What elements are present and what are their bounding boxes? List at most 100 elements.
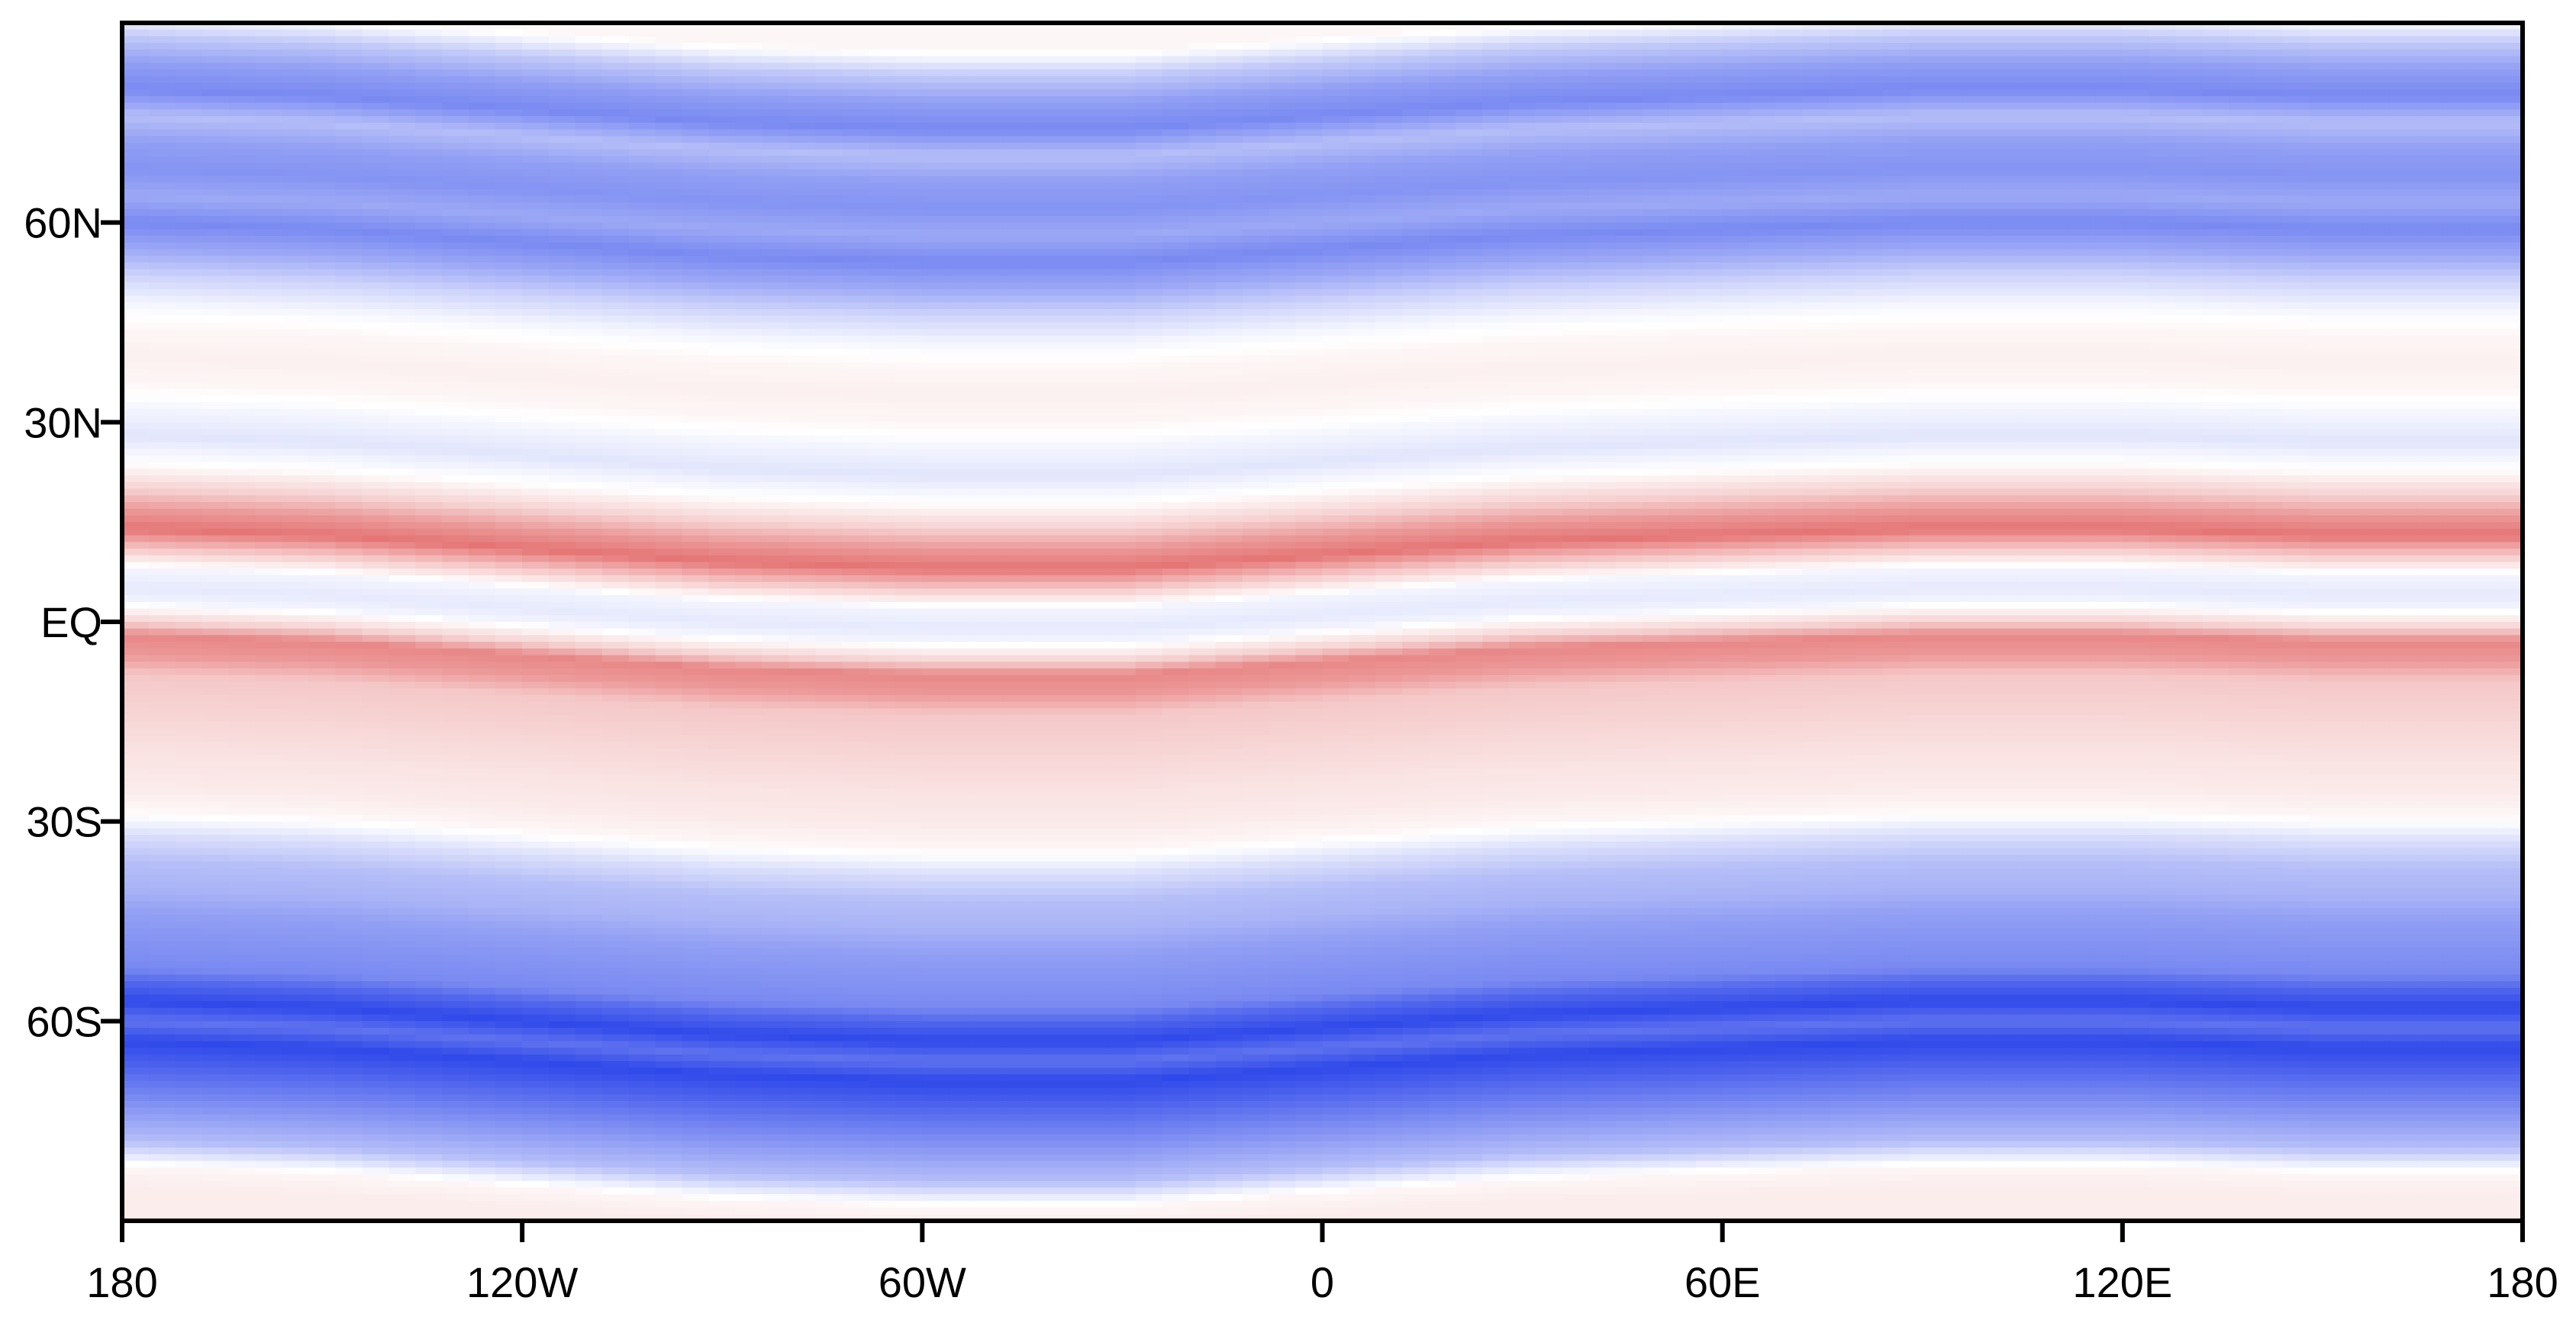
field-cell	[628, 522, 656, 530]
field-cell	[815, 295, 843, 304]
field-cell	[202, 568, 230, 576]
field-cell	[442, 209, 470, 217]
field-cell	[575, 95, 603, 104]
field-cell	[308, 1187, 337, 1195]
field-cell	[842, 928, 870, 935]
field-cell	[202, 668, 230, 676]
field-cell	[255, 549, 283, 556]
field-cell	[282, 23, 310, 31]
field-cell	[282, 648, 310, 656]
field-cell	[628, 95, 656, 104]
field-cell	[575, 29, 603, 37]
field-cell	[175, 1094, 203, 1102]
field-cell	[148, 934, 176, 942]
field-cell	[469, 728, 497, 736]
field-cell	[335, 908, 363, 916]
field-cell	[202, 309, 230, 317]
field-cell	[308, 43, 337, 50]
field-cell	[682, 794, 710, 803]
field-cell	[362, 987, 390, 996]
field-cell	[655, 195, 683, 204]
field-cell	[362, 56, 390, 64]
field-cell	[842, 415, 870, 423]
field-cell	[255, 588, 283, 596]
field-cell	[255, 542, 283, 549]
field-cell	[735, 395, 763, 403]
field-cell	[415, 1087, 443, 1096]
field-cell	[682, 1101, 710, 1109]
field-cell	[175, 43, 203, 50]
field-cell	[362, 481, 390, 490]
field-cell	[628, 1021, 656, 1029]
field-cell	[282, 1101, 310, 1109]
field-cell	[842, 655, 870, 663]
field-cell	[469, 808, 497, 816]
field-cell	[815, 23, 843, 31]
field-cell	[255, 794, 283, 803]
field-cell	[282, 175, 310, 184]
field-cell	[282, 701, 310, 710]
field-cell	[495, 249, 523, 257]
field-cell	[682, 209, 710, 217]
field-cell	[495, 369, 523, 377]
field-cell	[469, 1001, 497, 1009]
field-cell	[282, 987, 310, 996]
field-cell	[228, 481, 256, 490]
field-cell	[122, 728, 150, 736]
field-cell	[682, 735, 710, 742]
field-cell	[682, 49, 710, 57]
field-cell	[522, 701, 550, 710]
field-cell	[362, 628, 390, 636]
field-cell	[815, 755, 843, 762]
field-cell	[282, 515, 310, 523]
field-cell	[762, 63, 790, 70]
field-cell	[549, 229, 576, 237]
field-cell	[655, 768, 683, 776]
field-cell	[388, 701, 417, 710]
field-cell	[522, 429, 550, 436]
field-cell	[388, 1114, 417, 1122]
field-cell	[148, 921, 176, 929]
field-cell	[388, 955, 417, 962]
field-cell	[335, 442, 363, 450]
field-cell	[682, 761, 710, 769]
field-cell	[655, 681, 683, 690]
field-cell	[735, 608, 763, 617]
field-cell	[122, 508, 150, 517]
field-cell	[495, 388, 523, 397]
field-cell	[415, 356, 443, 363]
field-cell	[469, 481, 497, 490]
field-cell	[602, 269, 630, 277]
field-cell	[282, 921, 310, 929]
field-cell	[549, 89, 576, 97]
field-cell	[788, 608, 817, 617]
field-cell	[549, 1200, 576, 1209]
field-cell	[549, 914, 576, 922]
field-cell	[362, 528, 390, 536]
field-cell	[362, 375, 390, 383]
field-cell	[495, 455, 523, 463]
field-cell	[148, 488, 176, 497]
field-cell	[602, 288, 630, 297]
field-cell	[202, 961, 230, 969]
field-cell	[495, 1107, 523, 1116]
field-cell	[549, 149, 576, 157]
field-cell	[762, 1048, 790, 1055]
field-cell	[602, 63, 630, 70]
field-cell	[708, 1148, 737, 1155]
field-cell	[682, 322, 710, 330]
field-cell	[575, 488, 603, 497]
field-cell	[842, 788, 870, 796]
field-cell	[842, 934, 870, 942]
field-cell	[388, 1148, 417, 1155]
field-cell	[762, 1054, 790, 1062]
field-cell	[255, 662, 283, 669]
field-cell	[549, 175, 576, 184]
field-cell	[335, 309, 363, 317]
field-cell	[522, 828, 550, 835]
field-cell	[175, 688, 203, 696]
field-cell	[202, 555, 230, 563]
field-cell	[308, 681, 337, 690]
field-cell	[122, 282, 150, 290]
field-cell	[575, 868, 603, 876]
